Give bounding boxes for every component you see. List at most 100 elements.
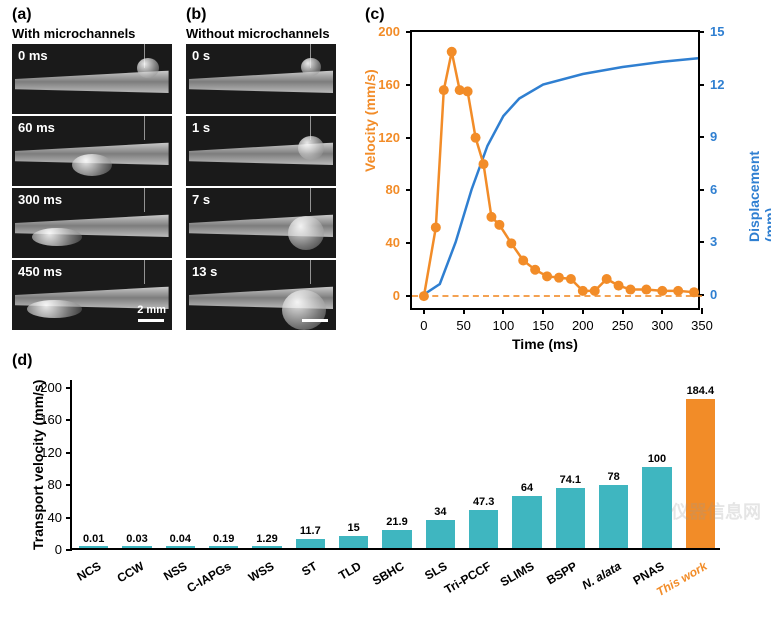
bar xyxy=(426,520,455,548)
y-tick xyxy=(66,452,72,454)
chart-d-plot-area: 040801201602000.01NCS0.03CCW0.04NSS0.19C… xyxy=(70,380,720,550)
y-left-tick-label: 200 xyxy=(378,24,400,39)
bar-value-label: 100 xyxy=(634,453,680,465)
chart-c-plot-area: 0501001502002503003500408012016020003691… xyxy=(410,30,700,310)
panel-b-frame: 7 s xyxy=(186,188,336,258)
frame-timestamp: 0 ms xyxy=(18,48,48,63)
bar-value-label: 11.7 xyxy=(287,525,333,537)
x-axis-label: Time (ms) xyxy=(512,336,578,352)
droplet xyxy=(27,300,82,318)
panel-b-subtitle: Without microchannels xyxy=(186,26,330,41)
panel-a-label: (a) xyxy=(12,6,32,24)
panel-c-label: (c) xyxy=(365,6,385,24)
scale-bar xyxy=(138,319,164,322)
y-right-axis-label: Displacement (mm) xyxy=(746,151,771,242)
bar xyxy=(296,539,325,548)
y-axis-label: Transport velocity (mm/s) xyxy=(30,380,46,550)
droplet xyxy=(137,58,159,78)
panel-a-frame: 300 ms xyxy=(12,188,172,258)
velocity-marker xyxy=(542,271,552,281)
y-right-tick-label: 12 xyxy=(710,77,724,92)
bar xyxy=(122,546,151,548)
bar xyxy=(556,488,585,548)
chart-c-svg xyxy=(412,32,702,312)
velocity-marker xyxy=(614,281,624,291)
transport-velocity-bar-chart: 040801201602000.01NCS0.03CCW0.04NSS0.19C… xyxy=(70,380,720,550)
bar xyxy=(642,467,671,548)
bar-value-label: 1.29 xyxy=(244,533,290,545)
y-left-axis-label: Velocity (mm/s) xyxy=(362,69,378,172)
velocity-marker xyxy=(689,287,699,297)
velocity-marker xyxy=(673,286,683,296)
frame-timestamp: 7 s xyxy=(192,192,210,207)
droplet xyxy=(288,216,324,250)
bar-value-label: 0.04 xyxy=(157,533,203,545)
panel-b-label: (b) xyxy=(186,6,206,24)
y-tick-label: 0 xyxy=(55,542,62,557)
bar-value-label: 15 xyxy=(331,522,377,534)
bar xyxy=(79,546,108,548)
bar xyxy=(209,546,238,548)
x-tick-label: 150 xyxy=(531,318,555,333)
y-tick xyxy=(66,484,72,486)
bar xyxy=(686,399,715,548)
bar xyxy=(166,546,195,548)
bar-value-label: 0.19 xyxy=(201,533,247,545)
bar-value-label: 47.3 xyxy=(461,496,507,508)
needle xyxy=(144,260,145,284)
velocity-marker xyxy=(641,285,651,295)
needle xyxy=(144,116,145,140)
x-tick-label: 0 xyxy=(412,318,436,333)
x-tick-label: 300 xyxy=(650,318,674,333)
velocity-marker xyxy=(486,212,496,222)
scale-bar-label: 2 mm xyxy=(137,304,166,316)
y-right-tick-label: 15 xyxy=(710,24,724,39)
droplet xyxy=(301,58,321,76)
velocity-marker xyxy=(602,274,612,284)
panel-b-frame: 13 s xyxy=(186,260,336,330)
needle xyxy=(310,188,311,212)
panel-a-frame: 450 ms2 mm xyxy=(12,260,172,330)
bar-value-label: 74.1 xyxy=(547,474,593,486)
bar-value-label: 184.4 xyxy=(677,385,723,397)
velocity-marker xyxy=(494,220,504,230)
bar xyxy=(512,496,541,548)
droplet xyxy=(298,136,324,160)
y-right-tick-label: 9 xyxy=(710,129,717,144)
velocity-marker xyxy=(530,265,540,275)
bar-value-label: 21.9 xyxy=(374,516,420,528)
bar-value-label: 0.01 xyxy=(71,533,117,545)
y-left-tick-label: 0 xyxy=(393,288,400,303)
y-tick xyxy=(66,517,72,519)
velocity-marker xyxy=(518,255,528,265)
velocity-marker xyxy=(506,238,516,248)
velocity-marker xyxy=(566,274,576,284)
panel-a-subtitle: With microchannels xyxy=(12,26,135,41)
x-tick-label: 350 xyxy=(690,318,714,333)
bar xyxy=(252,546,281,548)
panel-a-frames: 0 ms60 ms300 ms450 ms2 mm xyxy=(12,44,172,330)
y-right-tick-label: 0 xyxy=(710,287,717,302)
x-tick-label: 100 xyxy=(491,318,515,333)
velocity-displacement-chart: 0501001502002503003500408012016020003691… xyxy=(410,30,700,310)
velocity-marker xyxy=(625,285,635,295)
y-right-tick-label: 3 xyxy=(710,234,717,249)
bar xyxy=(339,536,368,548)
bar-value-label: 34 xyxy=(417,506,463,518)
bar-value-label: 64 xyxy=(504,482,550,494)
y-tick xyxy=(66,549,72,551)
velocity-marker xyxy=(431,222,441,232)
droplet xyxy=(32,228,82,246)
velocity-marker xyxy=(439,85,449,95)
y-left-tick-label: 160 xyxy=(378,77,400,92)
scale-bar xyxy=(302,319,328,322)
y-tick-label: 40 xyxy=(48,510,62,525)
panel-d-label: (d) xyxy=(12,352,32,370)
frame-timestamp: 0 s xyxy=(192,48,210,63)
bar xyxy=(382,530,411,548)
bar-value-label: 0.03 xyxy=(114,533,160,545)
x-tick-label: 250 xyxy=(611,318,635,333)
needle xyxy=(310,260,311,284)
velocity-marker xyxy=(479,159,489,169)
velocity-marker xyxy=(578,286,588,296)
